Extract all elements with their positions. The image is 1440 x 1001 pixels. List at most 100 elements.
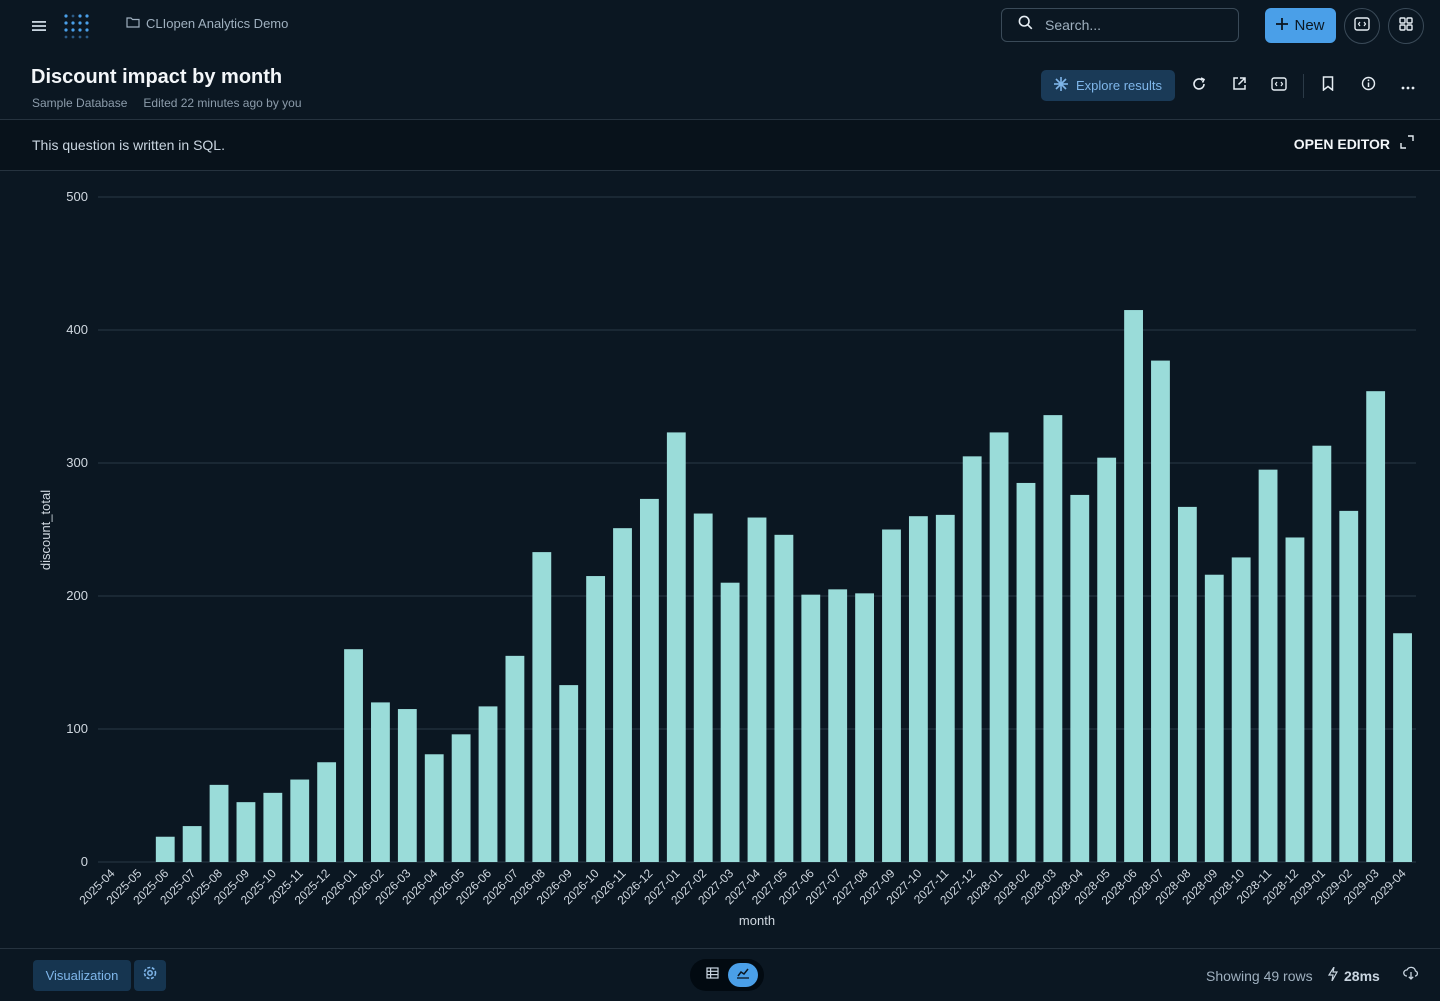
bar-2026-03 [397,709,417,862]
chart-svg: 01002003004005002025-042025-052025-06202… [38,189,1416,928]
database-link[interactable]: Sample Database [32,96,128,110]
top-bar: CLIopen Analytics Demo New [0,0,1440,52]
bar-2025-06 [155,836,175,862]
bar-2027-02 [693,513,713,862]
row-count: Showing 49 rows [1206,968,1313,984]
chart-view-toggle[interactable] [728,963,758,987]
more-button[interactable] [1398,76,1418,96]
bookmark-icon [1322,76,1334,96]
explore-results-button[interactable]: Explore results [1041,70,1175,101]
share-icon [1232,76,1247,96]
embed-button[interactable] [1344,8,1380,44]
info-icon [1361,76,1376,96]
new-button[interactable]: New [1265,8,1336,43]
bar-2027-11 [935,514,955,862]
bar-2028-05 [1097,457,1117,862]
bar-2025-07 [182,826,202,862]
visualization-label: Visualization [45,968,119,983]
search-icon [1018,15,1033,35]
bar-2028-10 [1231,557,1251,862]
bar-2027-04 [747,517,767,862]
bar-2027-10 [908,516,928,862]
open-editor-button[interactable]: OPEN EDITOR [1294,135,1414,152]
bar-2029-01 [1312,445,1332,862]
visualization-settings-button[interactable] [134,960,166,991]
y-tick-label: 500 [66,189,88,204]
line-chart-icon [736,966,750,984]
y-axis-label: discount_total [38,490,53,570]
bar-2027-03 [720,582,740,862]
y-tick-label: 0 [81,854,88,869]
gear-icon [142,965,158,986]
bar-2027-06 [801,594,821,862]
search-input[interactable] [1043,16,1217,34]
bar-2028-02 [1016,482,1036,862]
menu-icon[interactable] [28,14,50,38]
bar-2026-08 [532,552,552,862]
sql-notice-bar: This question is written in SQL. OPEN ED… [0,119,1440,171]
share-button[interactable] [1229,76,1249,96]
bar-2028-03 [1043,415,1063,862]
bar-2027-05 [774,534,794,862]
bar-2025-08 [209,784,229,862]
toolbar-divider [1303,74,1304,98]
bar-2028-09 [1204,574,1224,862]
bar-2025-12 [317,762,337,862]
y-tick-label: 100 [66,721,88,736]
grid-icon [1399,16,1413,36]
more-icon [1401,77,1415,95]
collection-name: CLIopen Analytics Demo [146,16,289,31]
bottom-bar: Visualization Showing 49 rows 28ms [0,948,1440,1001]
page-title: Discount impact by month [31,66,283,88]
bar-2027-12 [962,456,982,862]
y-tick-label: 300 [66,455,88,470]
lightning-icon [1327,966,1339,984]
bar-2026-04 [424,754,444,862]
cloud-download-icon [1403,966,1419,985]
y-tick-label: 200 [66,588,88,603]
bar-2029-04 [1393,633,1412,862]
sql-notice-text: This question is written in SQL. [32,137,225,153]
folder-icon [126,16,140,31]
embed-question-button[interactable] [1269,76,1289,96]
refresh-button[interactable] [1189,76,1209,96]
edited-info[interactable]: Edited 22 minutes ago by you [143,96,302,110]
bar-2029-02 [1339,510,1359,862]
bar-2026-05 [451,734,471,862]
bookmark-button[interactable] [1318,76,1338,96]
search-box[interactable] [1001,8,1239,42]
query-time: 28ms [1327,966,1380,984]
bar-2026-11 [613,528,632,862]
collection-breadcrumb[interactable]: CLIopen Analytics Demo [126,16,288,31]
open-editor-label: OPEN EDITOR [1293,135,1390,152]
expand-icon [1400,135,1414,152]
bar-2026-02 [371,702,390,862]
apps-button[interactable] [1388,8,1424,44]
bar-2028-08 [1177,506,1197,862]
explore-results-label: Explore results [1076,78,1162,93]
bar-2026-10 [586,576,606,862]
view-toggle [690,959,764,991]
bar-2028-01 [989,432,1009,862]
bar-2026-01 [344,649,363,862]
bar-2026-07 [505,655,525,862]
bar-2028-06 [1124,310,1143,862]
embed-icon [1354,16,1370,36]
download-button[interactable] [1401,965,1421,985]
bar-chart: 0 100 200 300 400 500 2025-04 2025-05 2025-06 202… [0,170,1440,948]
bar-2025-10 [263,792,283,862]
table-view-toggle[interactable] [697,963,727,987]
table-icon [705,966,719,984]
x-axis-label: month [739,913,775,928]
bar-2025-09 [236,802,256,862]
app-logo-icon[interactable] [58,8,94,44]
bar-2027-08 [855,593,875,862]
visualization-button[interactable]: Visualization [33,960,131,991]
bar-2026-06 [478,706,498,862]
bar-2028-04 [1070,494,1090,862]
bar-2028-12 [1285,537,1305,862]
info-button[interactable] [1358,76,1378,96]
bar-2029-03 [1366,391,1386,862]
sparkle-icon [1054,77,1068,94]
bar-2026-12 [639,498,659,862]
